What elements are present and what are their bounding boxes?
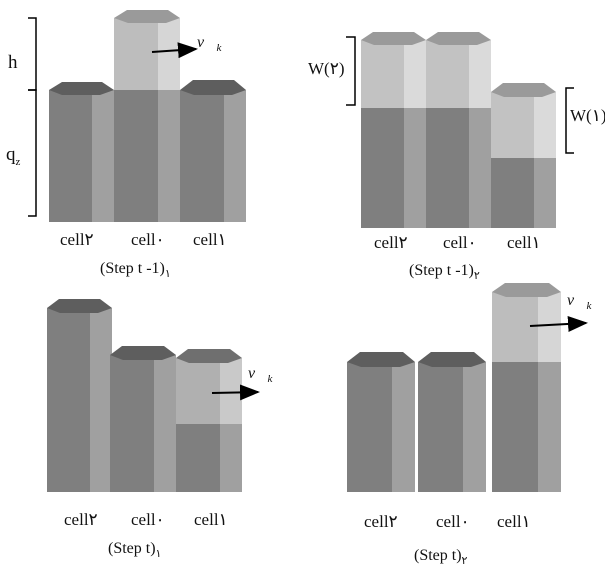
cell-label-1: cell١ xyxy=(507,233,541,252)
cell-label-0: cell٠ xyxy=(131,230,165,249)
column-cell1 xyxy=(180,80,246,222)
cell-label-1: cell١ xyxy=(193,230,227,249)
column-cell0 xyxy=(114,10,180,222)
column-cell2 xyxy=(47,299,112,492)
w2-label: W(٢) xyxy=(308,59,345,78)
qz-label: qz xyxy=(6,144,21,168)
cell-label-0: cell٠ xyxy=(131,510,165,529)
cell-label-1: cell١ xyxy=(194,510,228,529)
panel-caption: (Step t)٢ xyxy=(414,547,468,565)
column-cell2 xyxy=(361,32,426,228)
cell-label-0: cell٠ xyxy=(436,512,470,531)
panel-step-t-minus-1-a: h qz ν⃗k cell٢ cell٠ cell١ (Step t -1)١ xyxy=(6,10,246,280)
column-cell1 xyxy=(492,283,561,492)
velocity-label: ν⃗k xyxy=(197,34,223,54)
w1-bracket xyxy=(565,87,574,154)
column-cell0 xyxy=(426,32,491,228)
cell-label-0: cell٠ xyxy=(443,233,477,252)
cell-label-1: cell١ xyxy=(497,512,531,531)
cell-label-2: cell٢ xyxy=(64,510,98,529)
cell-label-2: cell٢ xyxy=(374,233,408,252)
h-bracket xyxy=(28,17,37,91)
panel-caption: (Step t -1)٢ xyxy=(409,262,480,282)
velocity-label: ν⃗k xyxy=(567,292,593,312)
column-cell2 xyxy=(347,352,415,492)
column-cell1 xyxy=(176,349,242,492)
qz-bracket xyxy=(28,89,37,217)
column-cell0 xyxy=(418,352,486,492)
w1-label: W(١) xyxy=(570,106,605,125)
velocity-label: ν⃗k xyxy=(248,365,274,385)
velocity-arrow xyxy=(529,315,588,332)
column-cell0 xyxy=(110,346,176,492)
panel-step-t-a: ν⃗k cell٢ cell٠ cell١ (Step t)١ xyxy=(47,299,274,560)
panel-caption: (Step t -1)١ xyxy=(100,260,171,280)
panel-step-t-minus-1-b: W(٢) W(١) cell٢ cell٠ cell١ (Step t -1)٢ xyxy=(308,32,605,282)
cell-label-2: cell٢ xyxy=(364,512,398,531)
h-label: h xyxy=(8,52,18,73)
velocity-arrow xyxy=(211,384,260,401)
cell-label-2: cell٢ xyxy=(60,230,94,249)
column-cell1 xyxy=(491,83,556,228)
column-cell2 xyxy=(49,82,114,222)
panel-caption: (Step t)١ xyxy=(108,540,161,560)
velocity-arrow xyxy=(151,42,198,59)
w2-bracket xyxy=(346,36,356,106)
panel-step-t-b: ν⃗k cell٢ cell٠ cell١ (Step t)٢ xyxy=(347,283,593,565)
